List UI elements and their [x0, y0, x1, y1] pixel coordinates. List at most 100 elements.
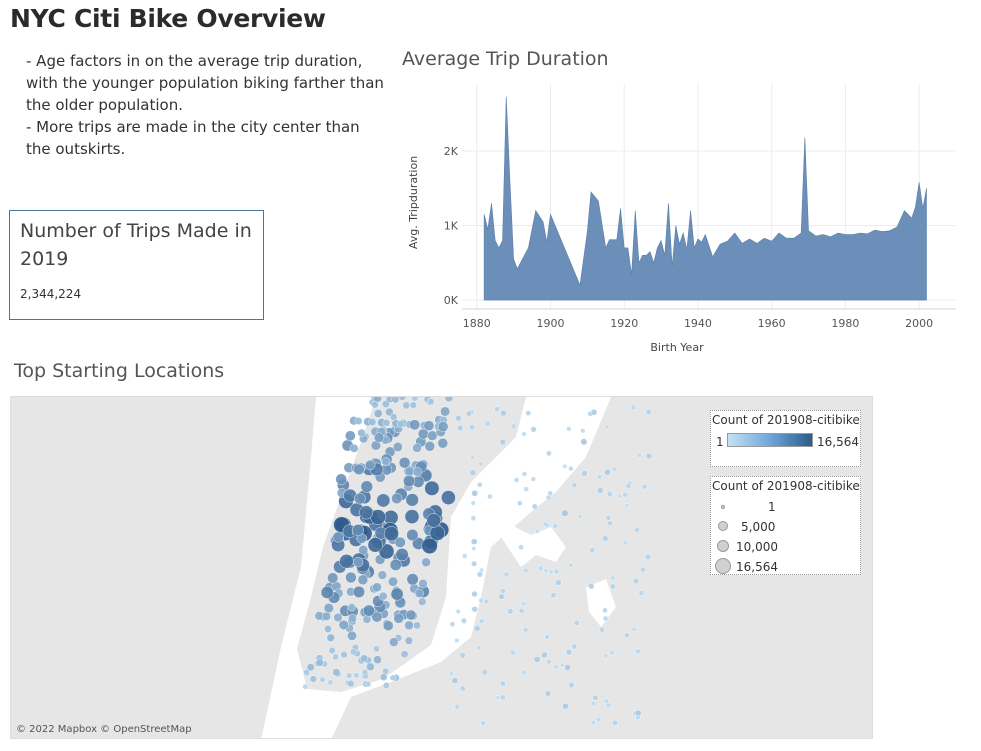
station-dot: [470, 515, 477, 521]
color-legend-min: 1: [716, 435, 724, 449]
station-dot: [638, 590, 645, 596]
trips-count-title: Number of Trips Made in 2019: [20, 220, 252, 270]
station-dot: [360, 654, 369, 663]
station-dot: [635, 648, 641, 654]
station-dot: [531, 503, 538, 510]
x-axis-label: Birth Year: [650, 341, 704, 354]
station-dot: [406, 573, 419, 586]
trip-duration-chart[interactable]: 1880 1900 1920 1940 1960 1980 2000 0K 1K 2K Birth …: [400, 76, 960, 361]
size-legend-item: 16,564: [711, 557, 859, 577]
station-dot: [459, 652, 466, 659]
station-dot: [566, 426, 572, 432]
station-dot: [645, 408, 652, 415]
station-dot: [353, 672, 360, 679]
station-dot: [605, 514, 612, 521]
station-dot: [568, 466, 574, 472]
station-dot: [440, 406, 450, 417]
station-dot: [398, 456, 411, 469]
color-gradient-bar: [727, 433, 813, 447]
size-legend-item: 5,000: [711, 517, 859, 537]
station-dot: [500, 588, 506, 594]
station-dot: [455, 608, 461, 614]
page-title: NYC Citi Bike Overview: [10, 4, 326, 33]
station-dot: [577, 513, 583, 519]
station-dot: [354, 417, 363, 425]
station-dot: [611, 466, 617, 472]
station-dot: [484, 420, 491, 427]
color-legend[interactable]: Count of 201908-citibike-... 1 16,564: [710, 410, 861, 467]
station-dot: [451, 677, 459, 684]
station-dot: [589, 547, 596, 554]
station-dot: [346, 672, 353, 679]
station-dot: [328, 646, 336, 654]
station-dot: [498, 593, 505, 600]
station-dot: [421, 557, 431, 568]
station-dot: [383, 526, 399, 542]
station-dot: [406, 528, 419, 541]
size-legend[interactable]: Count of 201908-citibike-... 1 5,000 10,…: [710, 476, 861, 575]
station-dot: [625, 483, 632, 489]
station-dot: [541, 651, 548, 659]
station-dot: [604, 424, 610, 430]
station-dot: [543, 568, 549, 574]
station-dot: [553, 664, 559, 670]
station-dot: [389, 637, 399, 647]
station-dot: [404, 636, 414, 645]
station-dot: [602, 535, 609, 542]
station-dot: [530, 426, 537, 433]
station-dot: [344, 430, 356, 442]
station-dot: [471, 546, 477, 551]
station-dot: [507, 608, 514, 615]
station-dot: [571, 482, 578, 488]
station-dot: [347, 630, 357, 641]
newtown-creek: [501, 525, 566, 567]
station-dot: [361, 669, 369, 676]
station-dot: [411, 397, 419, 402]
y-tick-label: 1K: [444, 220, 459, 233]
x-tick-label: 2000: [905, 317, 933, 330]
station-dot: [353, 463, 365, 476]
station-dot: [478, 461, 484, 467]
station-dot: [366, 662, 375, 671]
station-dot: [382, 620, 394, 631]
station-dot: [459, 685, 466, 692]
station-dot: [521, 431, 527, 437]
note-age: - Age factors in on the average trip dur…: [26, 52, 384, 114]
station-map[interactable]: © 2022 Mapbox © OpenStreetMap: [10, 396, 873, 739]
station-dot: [368, 418, 377, 426]
station-dot: [460, 617, 467, 624]
station-dot: [348, 613, 357, 623]
station-dot: [518, 607, 525, 614]
station-dot: [338, 619, 349, 630]
station-dot: [603, 698, 609, 704]
station-dot: [374, 432, 385, 443]
station-dot: [309, 675, 317, 683]
station-dot: [562, 463, 568, 469]
station-dot: [499, 438, 506, 446]
station-dot: [326, 633, 335, 642]
station-dot: [412, 443, 422, 453]
station-dot: [385, 407, 394, 417]
station-dot: [571, 643, 578, 650]
size-legend-item: 10,000: [711, 537, 859, 557]
station-dot: [444, 397, 453, 403]
x-tick-label: 1940: [684, 317, 712, 330]
station-dot: [470, 500, 476, 506]
x-tick-label: 1880: [463, 317, 491, 330]
station-dot: [481, 669, 488, 676]
station-dot: [503, 571, 510, 578]
station-dot: [340, 651, 348, 659]
station-dot: [412, 467, 423, 477]
station-dot: [474, 625, 481, 632]
station-dot: [573, 619, 580, 626]
station-dot: [376, 493, 391, 508]
station-dot: [471, 606, 478, 613]
station-dot: [631, 626, 637, 632]
station-dot: [365, 681, 372, 688]
station-dot: [590, 700, 596, 706]
station-dot: [437, 438, 448, 449]
station-dot: [562, 702, 569, 710]
station-dot: [462, 553, 468, 559]
station-dot: [409, 419, 421, 431]
station-dot: [635, 714, 641, 721]
